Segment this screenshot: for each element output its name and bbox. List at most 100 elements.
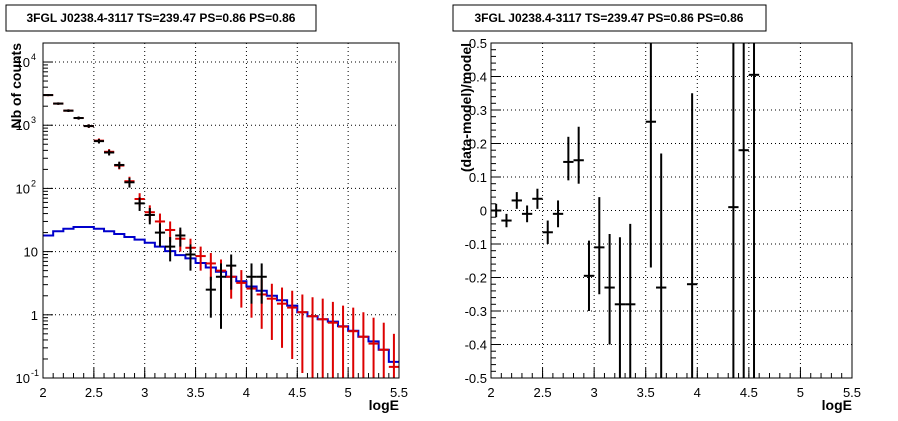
residual-y-tick-label: 0.1 (469, 170, 487, 185)
model-point (317, 298, 328, 378)
residual-title-box (452, 4, 767, 32)
residual-point (521, 205, 533, 223)
counts-y-tick-label: 10 (24, 245, 38, 260)
counts-grid (43, 43, 399, 378)
counts-x-tick-label: 5 (345, 385, 352, 400)
data-point (185, 244, 196, 271)
residual-x-tick-label: 3 (591, 385, 598, 400)
residual-y-tick-label: 0.4 (469, 70, 487, 85)
counts-marks (43, 94, 399, 378)
model-point (388, 333, 399, 378)
residual-point (573, 126, 584, 184)
counts-plot-frame (42, 42, 400, 379)
residual-point (656, 153, 667, 378)
model-point (307, 297, 318, 378)
model-point (297, 294, 308, 373)
residual-point (542, 220, 553, 244)
residual-x-tick-label: 4.5 (740, 385, 758, 400)
residual-y-tick-label: -0.5 (465, 371, 487, 386)
residual-point (686, 93, 698, 378)
data-point (93, 138, 105, 144)
model-point (236, 270, 247, 308)
counts-panel: 3FGL J0238.4-3117 TS=239.47 PS=0.86 PS=0… (5, 4, 409, 413)
residual-point (532, 188, 543, 209)
residual-x-tick-label: 2 (487, 385, 494, 400)
residual-panel: 3FGL J0238.4-3117 TS=239.47 PS=0.86 PS=0… (452, 4, 861, 413)
residual-grid (491, 43, 852, 378)
data-point (215, 263, 227, 329)
residual-y-tick-label: -0.3 (465, 304, 487, 319)
residual-y-axis-label: (data-model)/model (458, 43, 474, 172)
residual-y-tick-label: 0 (480, 204, 487, 219)
residual-point (594, 197, 605, 295)
counts-x-tick-label: 4.5 (288, 385, 306, 400)
residual-y-tick-label: 0.3 (469, 103, 487, 118)
data-point (154, 223, 166, 247)
residual-x-tick-label: 5 (797, 385, 804, 400)
residual-point (552, 200, 564, 228)
residual-title: 3FGL J0238.4-3117 TS=239.47 PS=0.86 PS=0… (475, 11, 744, 25)
data-point (134, 197, 145, 211)
residual-point (728, 43, 739, 378)
data-point (165, 237, 176, 262)
counts-y-tick-label: 10 (16, 371, 30, 386)
data-point (124, 177, 135, 188)
residual-y-tick-label: -0.4 (465, 338, 487, 353)
residual-ticks: 2 2.5 3 3.5 4 4.5 5 5.5 -0.5 -0.4 -0.3 -0.2 -0.1 0 0.1… (465, 36, 861, 400)
residual-y-tick-label: -0.2 (465, 271, 487, 286)
counts-x-tick-label: 2.5 (85, 385, 103, 400)
residual-point (501, 213, 512, 228)
model-point (266, 283, 277, 340)
counts-y-axis-label: Nb of counts (8, 43, 24, 129)
residual-point (738, 43, 749, 378)
counts-y-tick-exponent: 2 (31, 178, 36, 188)
residual-point (511, 192, 522, 209)
counts-x-tick-label: 2 (39, 385, 46, 400)
counts-x-tick-label: 5.5 (390, 385, 408, 400)
residual-marks (491, 43, 760, 378)
residual-x-tick-label: 3.5 (637, 385, 655, 400)
residual-x-tick-label: 5.5 (843, 385, 861, 400)
model-point (195, 246, 206, 271)
counts-y-tick-label: 10 (16, 181, 30, 196)
residual-point (625, 223, 636, 378)
model-point (205, 253, 216, 281)
model-histogram (43, 226, 399, 363)
residual-y-tick-label: -0.1 (465, 237, 487, 252)
residual-point (748, 43, 760, 378)
counts-y-tick-exponent: -1 (31, 368, 39, 378)
model-point (337, 305, 349, 378)
model-point (287, 290, 298, 359)
data-point (205, 276, 216, 318)
data-point (144, 207, 155, 225)
counts-title-box (5, 4, 317, 32)
residual-y-tick-label: 0.2 (469, 137, 487, 152)
counts-x-axis-label: logE (369, 397, 399, 413)
model-point (327, 301, 338, 378)
data-point (53, 102, 64, 105)
residual-point (645, 43, 657, 268)
data-point (114, 161, 125, 169)
data-point (63, 109, 74, 113)
data-point (256, 263, 267, 304)
data-point (175, 227, 186, 247)
residual-point (583, 240, 595, 311)
counts-y-tick-label: 10 (16, 55, 30, 70)
data-point (226, 254, 237, 290)
counts-x-tick-label: 3.5 (187, 385, 205, 400)
model-point (378, 322, 389, 378)
residual-point (604, 233, 615, 345)
residual-y-tick-label: 0.5 (469, 36, 487, 51)
data-point (104, 149, 115, 156)
counts-y-tick-exponent: 3 (31, 115, 36, 125)
counts-y-tick-label: 1 (31, 308, 38, 323)
model-point (358, 312, 369, 378)
model-point (348, 307, 359, 378)
model-point (276, 287, 288, 348)
residual-x-tick-label: 2.5 (534, 385, 552, 400)
residual-x-tick-label: 4 (694, 385, 701, 400)
counts-y-tick-exponent: 4 (31, 52, 36, 62)
residual-point (563, 136, 574, 181)
